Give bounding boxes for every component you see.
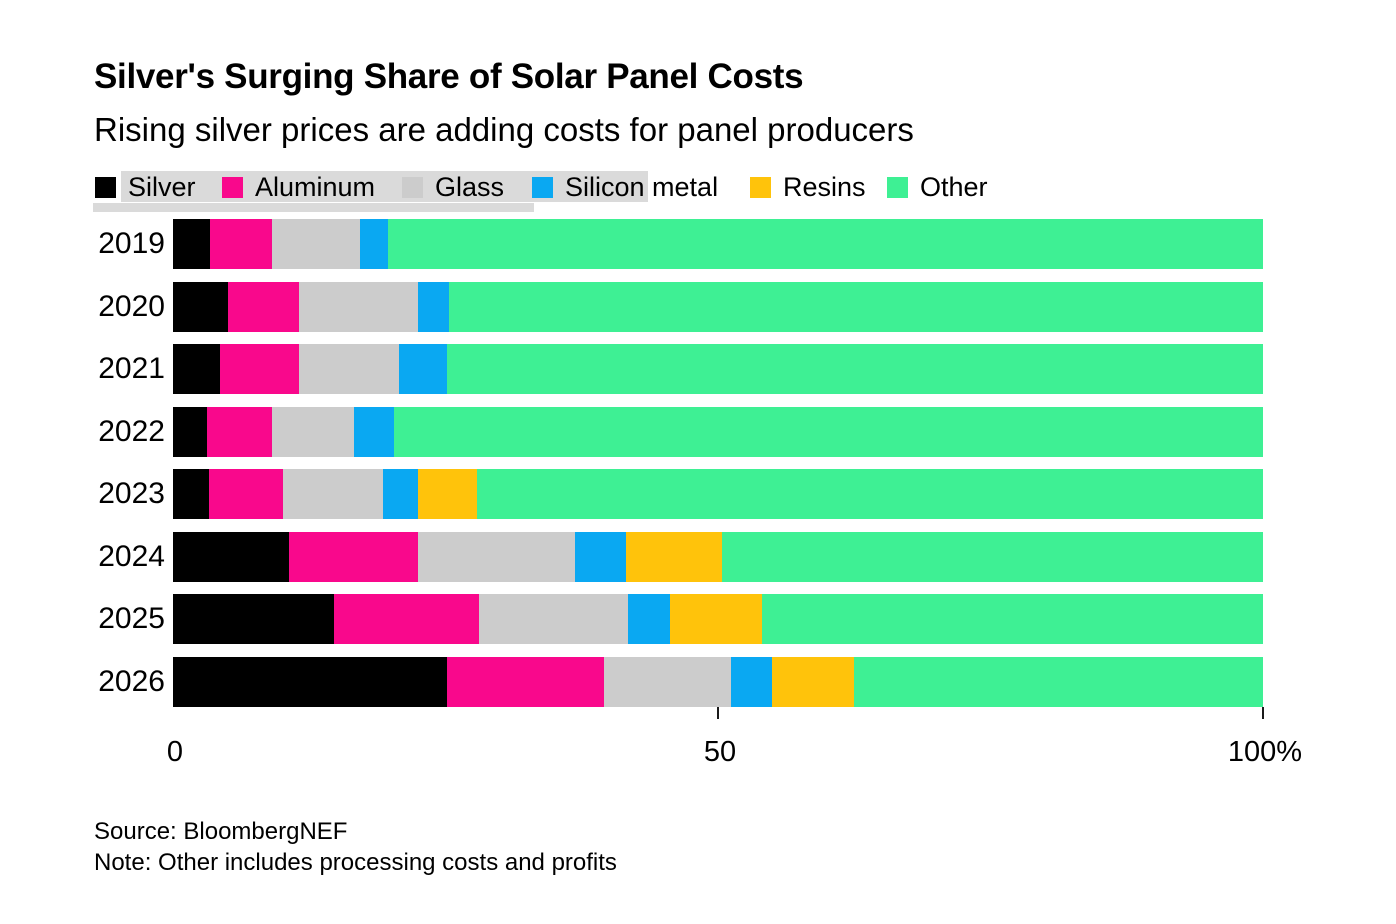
bar-segment-other-2022	[394, 407, 1263, 457]
bar-segment-resins-2026	[772, 657, 855, 707]
bar-row-2021	[173, 344, 1263, 394]
legend-item-glass[interactable]: Glass	[402, 172, 504, 202]
bar-segment-other-2019	[387, 219, 1263, 269]
legend-item-other[interactable]: Other	[887, 172, 988, 202]
bar-segment-aluminum-2022	[206, 407, 273, 457]
bar-segment-silicon-metal-2023	[383, 469, 419, 519]
other-swatch-icon	[887, 176, 908, 198]
bar-row-2022	[173, 407, 1263, 457]
bar-segment-other-2025	[761, 594, 1263, 644]
bar-segment-other-2020	[448, 282, 1263, 332]
x-axis-tick-50	[717, 707, 719, 719]
bar-segment-silicon-metal-2024	[575, 532, 627, 582]
bar-segment-glass-2019	[272, 219, 361, 269]
bar-segment-silver-2023	[173, 469, 209, 519]
bar-segment-silver-2022	[173, 407, 207, 457]
glass-swatch-icon	[402, 176, 423, 198]
bar-segment-aluminum-2019	[210, 219, 273, 269]
legend-label: Glass	[435, 171, 505, 202]
x-axis-label-0: 0	[166, 736, 184, 768]
footer-notes: Source: BloombergNEF Note: Other include…	[94, 816, 617, 878]
bar-segment-glass-2022	[272, 407, 354, 457]
bar-segment-silicon-metal-2025	[627, 594, 671, 644]
silver-swatch-icon	[95, 176, 116, 198]
bar-segment-glass-2025	[479, 594, 628, 644]
bar-segment-other-2026	[854, 657, 1263, 707]
bar-segment-silicon-metal-2022	[353, 407, 395, 457]
y-axis-label-2026: 2026	[98, 665, 165, 698]
legend-label: Aluminum	[255, 171, 376, 202]
bar-segment-aluminum-2020	[227, 282, 300, 332]
bar-segment-aluminum-2024	[288, 532, 419, 582]
bar-segment-resins-2024	[626, 532, 723, 582]
bar-segment-glass-2024	[418, 532, 576, 582]
y-axis-label-2020: 2020	[98, 290, 165, 323]
y-axis-label-2021: 2021	[98, 352, 165, 385]
legend-item-resins[interactable]: Resins	[750, 172, 866, 202]
bar-segment-silver-2019	[173, 219, 211, 269]
legend-label: Silver	[128, 171, 196, 202]
bar-segment-aluminum-2026	[446, 657, 604, 707]
note-text: Note: Other includes processing costs an…	[94, 849, 617, 876]
bar-segment-silver-2024	[173, 532, 289, 582]
bar-segment-resins-2025	[670, 594, 762, 644]
y-axis-label-2023: 2023	[98, 477, 165, 510]
bar-segment-other-2023	[477, 469, 1263, 519]
bar-segment-resins-2023	[418, 469, 478, 519]
source-text: Source: BloombergNEF	[94, 818, 348, 845]
legend-label: Resins	[783, 171, 866, 202]
bar-segment-silicon-metal-2019	[360, 219, 388, 269]
x-axis-label-100: 100%	[1227, 736, 1303, 768]
bar-row-2024	[173, 532, 1263, 582]
x-axis-label-50: 50	[703, 736, 737, 768]
aluminum-swatch-icon	[222, 176, 243, 198]
bar-segment-other-2024	[722, 532, 1263, 582]
legend-selection-strip	[93, 203, 534, 212]
bar-segment-aluminum-2021	[219, 344, 300, 394]
bar-segment-silver-2025	[173, 594, 335, 644]
legend-label: Silicon metal	[565, 171, 719, 202]
y-axis-label-2019: 2019	[98, 227, 165, 260]
page-title: Silver's Surging Share of Solar Panel Co…	[94, 57, 804, 96]
y-axis-label-2024: 2024	[98, 540, 165, 573]
bar-row-2023	[173, 469, 1263, 519]
bar-segment-silicon-metal-2020	[418, 282, 449, 332]
bar-segment-glass-2026	[603, 657, 732, 707]
bar-segment-silver-2020	[173, 282, 228, 332]
bar-row-2026	[173, 657, 1263, 707]
bar-segment-silver-2021	[173, 344, 220, 394]
bar-segment-silicon-metal-2021	[398, 344, 447, 394]
bar-segment-glass-2021	[299, 344, 399, 394]
legend-selection-highlight	[121, 171, 648, 202]
legend-item-aluminum[interactable]: Aluminum	[222, 172, 375, 202]
legend-item-silicon-metal[interactable]: Silicon metal	[532, 172, 718, 202]
bar-row-2019	[173, 219, 1263, 269]
chart-subtitle: Rising silver prices are adding costs fo…	[94, 111, 914, 148]
bar-segment-silver-2026	[173, 657, 447, 707]
bar-segment-silicon-metal-2026	[731, 657, 773, 707]
bar-segment-glass-2023	[283, 469, 384, 519]
bar-segment-glass-2020	[299, 282, 419, 332]
y-axis-label-2025: 2025	[98, 602, 165, 635]
x-axis-tick-100	[1262, 707, 1264, 719]
silicon-metal-swatch-icon	[532, 176, 553, 198]
bar-row-2025	[173, 594, 1263, 644]
bar-segment-aluminum-2025	[334, 594, 480, 644]
legend-item-silver[interactable]: Silver	[95, 172, 196, 202]
bar-row-2020	[173, 282, 1263, 332]
y-axis-label-2022: 2022	[98, 415, 165, 448]
resins-swatch-icon	[750, 176, 771, 198]
legend-label: Other	[920, 171, 988, 202]
bar-segment-aluminum-2023	[208, 469, 284, 519]
bar-segment-other-2021	[446, 344, 1263, 394]
